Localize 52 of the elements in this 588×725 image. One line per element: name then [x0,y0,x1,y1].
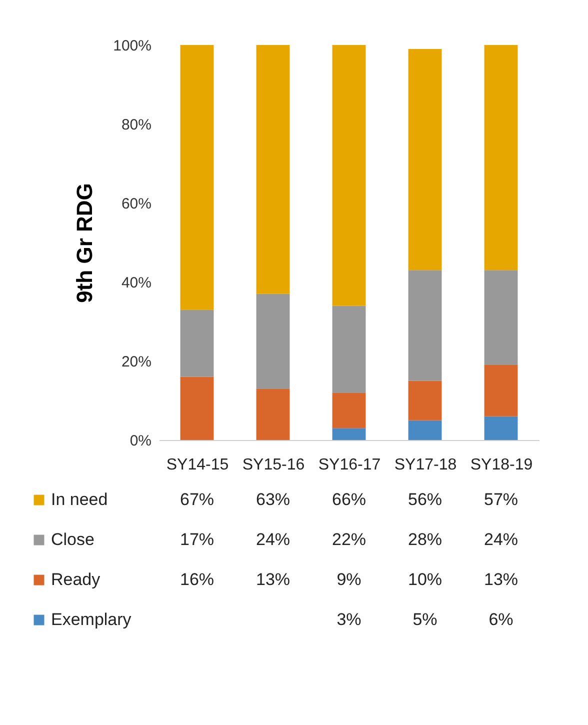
bar [256,388,290,440]
bar [180,310,214,377]
bar [484,45,518,270]
legend-label: Ready [51,570,101,589]
x-tick-label: SY15-16 [242,456,305,474]
bar [332,306,366,393]
bar [256,45,290,294]
data-label: 16% [180,570,214,589]
data-label: 9% [336,570,362,589]
data-label: 3% [336,610,362,629]
x-tick-label: SY17-18 [394,456,457,474]
y-tick-label: 80% [121,116,152,134]
data-label: 24% [256,530,290,549]
y-axis-title: 9th Gr RDG [72,183,98,303]
legend-label: In need [51,490,108,509]
y-tick-label: 100% [113,38,152,54]
legend-label: Exemplary [51,610,132,629]
bar [332,392,366,428]
bar [408,380,442,420]
data-label: 67% [180,490,214,509]
legend-label: Close [51,530,94,549]
data-label: 63% [256,490,290,509]
bar [332,45,366,306]
data-label: 17% [180,530,214,549]
y-tick-label: 40% [121,274,152,292]
x-tick-label: SY16-17 [318,456,381,474]
data-label: 13% [484,570,518,589]
data-label: 57% [484,490,518,509]
bar [484,270,518,365]
data-label: 13% [256,570,290,589]
y-tick-label: 20% [121,354,152,370]
data-label: 6% [488,610,514,629]
x-tick-label: SY14-15 [166,456,229,474]
data-label: 10% [408,570,442,589]
x-tick-label: SY18-19 [470,456,533,474]
data-label: 24% [484,530,518,549]
bar [408,420,442,440]
y-tick-label: 60% [121,196,152,212]
bar [180,45,214,310]
data-label: 5% [412,610,438,629]
bar [408,48,442,270]
bar [484,416,518,440]
data-label: 66% [332,490,366,509]
bar [180,376,214,440]
y-tick-label: 0% [130,432,152,450]
bar [408,270,442,381]
bar [256,294,290,389]
data-label: 56% [408,490,442,509]
bar [484,364,518,416]
data-label: 22% [332,530,366,549]
bar [332,428,366,440]
data-label: 28% [408,530,442,549]
